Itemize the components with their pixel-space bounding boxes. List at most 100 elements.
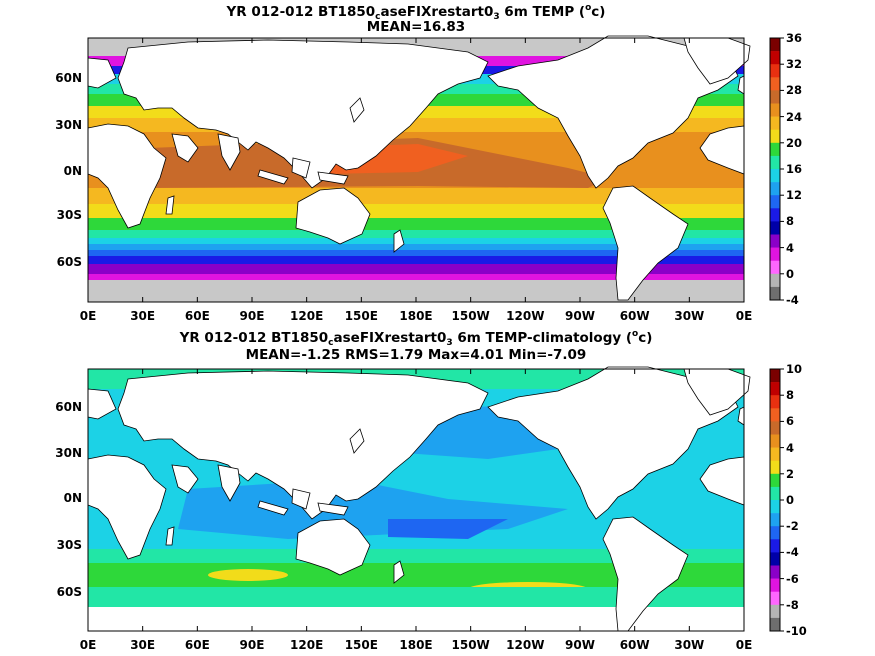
colorbar-label: 20 <box>786 135 803 150</box>
lat-label: 30S <box>56 208 82 222</box>
panel2-map <box>87 366 751 632</box>
lon-label: 150W <box>451 638 490 652</box>
lon-label: 60W <box>619 638 650 652</box>
colorbar-swatch <box>770 578 780 592</box>
lon-label: 60E <box>184 309 210 323</box>
lon-label: 60W <box>619 309 650 323</box>
colorbar-label: 0 <box>786 266 795 281</box>
colorbar-swatch <box>770 142 780 157</box>
colorbar-swatch <box>770 513 780 527</box>
panel1-colorbar <box>769 37 784 301</box>
lat-label: 60N <box>55 71 82 85</box>
lon-label: 90E <box>239 309 265 323</box>
colorbar-swatch <box>770 473 780 488</box>
colorbar-swatch <box>770 103 780 117</box>
colorbar-label: -10 <box>786 624 807 638</box>
lat-label: 0N <box>63 491 82 505</box>
lat-label: 60N <box>55 400 82 414</box>
panel1-title: YR 012-012 BT1850caseFIXrestart03 6m TEM… <box>226 3 606 22</box>
colorbar-swatch <box>770 260 780 275</box>
colorbar-label: 12 <box>786 188 803 203</box>
colorbar-swatch <box>770 234 780 248</box>
colorbar-label: 2 <box>786 466 795 481</box>
colorbar-swatch <box>770 460 780 475</box>
colorbar-label: 10 <box>786 362 803 376</box>
colorbar-swatch <box>770 434 780 448</box>
lon-label: 120W <box>506 638 545 652</box>
colorbar-swatch <box>770 169 780 183</box>
colorbar-swatch <box>770 447 780 461</box>
colorbar-swatch <box>770 617 780 632</box>
lon-label: 120E <box>290 638 324 652</box>
colorbar-label: -6 <box>786 571 799 586</box>
colorbar-label: 4 <box>786 440 795 455</box>
colorbar-swatch <box>770 116 780 130</box>
panel1-stats: MEAN=16.83 <box>366 19 466 35</box>
panel2-title: YR 012-012 BT1850caseFIXrestart03 6m TEM… <box>179 329 653 348</box>
lon-label: 60E <box>184 638 210 652</box>
colorbar-swatch <box>770 486 780 501</box>
colorbar-label: -4 <box>786 545 799 560</box>
colorbar-label: -8 <box>786 597 799 612</box>
lat-label: 30S <box>56 538 82 552</box>
colorbar-swatch <box>770 552 780 566</box>
lon-label: 150W <box>451 309 490 323</box>
lat-label: 60S <box>56 585 82 599</box>
lon-label: 30W <box>674 638 705 652</box>
lat-label: 30N <box>55 118 82 132</box>
colorbar-label: 8 <box>786 214 795 229</box>
colorbar-swatch <box>770 604 780 619</box>
lon-label: 150E <box>344 638 378 652</box>
lon-label: 180E <box>399 309 433 323</box>
colorbar-label: -2 <box>786 519 799 534</box>
colorbar-swatch <box>770 38 780 52</box>
lon-label: 0E <box>79 638 97 652</box>
colorbar-swatch <box>770 129 780 144</box>
colorbar-swatch <box>770 539 780 553</box>
colorbar-swatch <box>770 395 780 409</box>
lon-label: 30E <box>130 309 156 323</box>
panel2-colorbar <box>769 368 784 632</box>
colorbar-label: 8 <box>786 388 795 403</box>
colorbar-swatch <box>770 500 780 514</box>
colorbar-swatch <box>770 90 780 104</box>
lon-label: 120E <box>290 309 324 323</box>
lon-label: 30E <box>130 638 156 652</box>
colorbar-label: -4 <box>786 293 799 307</box>
colorbar-label: 4 <box>786 240 795 255</box>
colorbar-swatch <box>770 182 780 196</box>
colorbar-label: 28 <box>786 83 803 98</box>
colorbar-swatch <box>770 286 780 301</box>
lon-label: 150E <box>344 309 378 323</box>
colorbar-swatch <box>770 421 780 435</box>
colorbar-swatch <box>770 273 780 288</box>
colorbar-swatch <box>770 526 780 540</box>
colorbar-swatch <box>770 64 780 78</box>
colorbar-swatch <box>770 382 780 396</box>
colorbar-swatch <box>770 221 780 235</box>
lat-label: 0N <box>63 164 82 178</box>
colorbar-swatch <box>770 565 780 579</box>
panel2-stats: MEAN=-1.25 RMS=1.79 Max=4.01 Min=-7.09 <box>245 347 587 363</box>
lon-label: 180E <box>399 638 433 652</box>
lon-label: 0E <box>79 309 97 323</box>
colorbar-swatch <box>770 369 780 383</box>
colorbar-swatch <box>770 77 780 91</box>
colorbar-swatch <box>770 155 780 170</box>
colorbar-swatch <box>770 208 780 222</box>
lat-label: 60S <box>56 255 82 269</box>
colorbar-swatch <box>770 408 780 422</box>
lon-label: 120W <box>506 309 545 323</box>
lon-label: 90W <box>565 638 595 652</box>
colorbar-label: 24 <box>786 109 803 124</box>
lon-label: 90E <box>239 638 265 652</box>
panel1-map <box>87 35 751 303</box>
colorbar-label: 16 <box>786 162 803 176</box>
colorbar-swatch <box>770 591 780 606</box>
lon-label: 30W <box>674 309 705 323</box>
colorbar-label: 6 <box>786 414 795 429</box>
colorbar-swatch <box>770 51 780 65</box>
lon-label: 0E <box>735 309 753 323</box>
colorbar-label: 32 <box>786 57 803 72</box>
